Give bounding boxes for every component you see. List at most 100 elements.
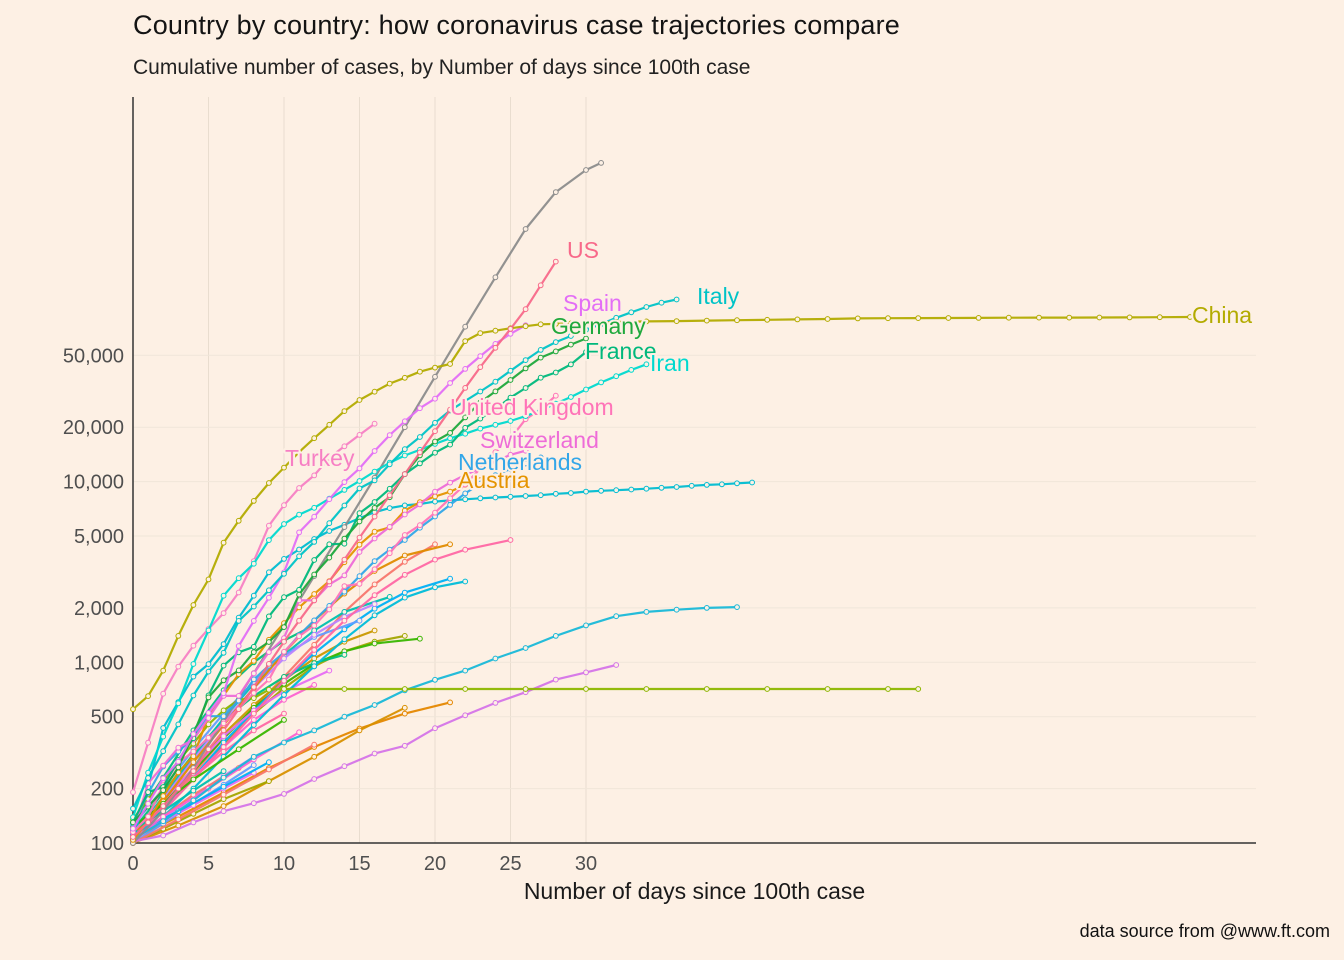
data-point	[311, 741, 318, 748]
data-point	[371, 468, 378, 475]
data-point	[235, 697, 242, 704]
data-point	[401, 589, 408, 596]
data-point	[507, 394, 514, 401]
data-point	[311, 682, 318, 688]
data-point	[462, 546, 469, 553]
data-point	[160, 818, 167, 825]
data-point	[371, 592, 378, 599]
data-point	[462, 366, 469, 372]
data-point	[296, 633, 303, 640]
country-label-iran: Iran	[650, 350, 690, 376]
data-point	[583, 320, 589, 326]
data-point	[341, 487, 348, 493]
data-point	[552, 400, 559, 407]
data-point	[220, 744, 227, 750]
data-point	[628, 309, 635, 316]
data-point	[326, 455, 333, 461]
data-point	[432, 725, 438, 732]
country-label-switzerland: Switzerland	[480, 427, 599, 453]
data-point	[250, 695, 257, 701]
data-point	[266, 613, 272, 620]
data-point	[220, 539, 227, 546]
data-point	[552, 392, 559, 399]
data-point	[341, 572, 348, 579]
data-point	[266, 649, 272, 655]
data-point	[175, 663, 182, 670]
data-point	[537, 354, 544, 361]
data-point	[447, 441, 454, 448]
data-point	[522, 460, 529, 467]
data-point	[477, 399, 484, 406]
data-point	[719, 481, 725, 488]
y-tick-label: 500	[91, 707, 124, 729]
data-point	[522, 385, 529, 391]
data-point	[492, 472, 499, 479]
data-point	[401, 511, 408, 518]
data-point	[281, 594, 287, 601]
data-point	[432, 438, 438, 445]
x-tick-label: 25	[499, 853, 521, 875]
data-point	[734, 480, 740, 487]
data-point	[356, 478, 363, 484]
data-point	[281, 739, 287, 746]
data-point	[432, 428, 438, 435]
data-point	[583, 669, 589, 676]
country-label-spain: Spain	[563, 290, 622, 316]
data-point	[568, 320, 574, 327]
data-point	[432, 395, 438, 402]
data-point	[658, 299, 665, 306]
data-point	[598, 487, 604, 494]
data-point	[492, 458, 499, 465]
data-point	[507, 435, 514, 442]
data-point	[160, 787, 167, 794]
data-point	[220, 768, 227, 774]
data-point	[643, 361, 650, 368]
data-point	[281, 570, 287, 577]
data-point	[326, 421, 333, 428]
data-point	[824, 316, 831, 322]
data-point	[250, 592, 257, 599]
data-point	[250, 722, 257, 728]
data-point	[401, 704, 408, 711]
data-point	[568, 361, 574, 368]
data-point	[190, 642, 197, 649]
data-point	[130, 819, 136, 826]
data-point	[266, 537, 272, 543]
data-point	[598, 379, 604, 386]
data-point	[341, 556, 348, 563]
data-point	[250, 753, 257, 760]
data-point	[250, 717, 257, 723]
data-point	[160, 793, 167, 799]
data-point	[1066, 314, 1073, 321]
data-point	[552, 369, 559, 376]
data-point	[401, 502, 408, 509]
data-point	[507, 451, 514, 458]
x-tick-label: 0	[127, 853, 138, 875]
data-point	[356, 617, 363, 624]
data-point	[432, 498, 438, 505]
data-point	[190, 759, 197, 766]
data-point	[477, 425, 484, 432]
data-point	[537, 407, 544, 414]
data-point	[568, 490, 574, 496]
data-point	[371, 420, 378, 427]
data-point	[477, 480, 484, 487]
data-point	[341, 609, 348, 615]
data-point	[341, 583, 348, 589]
data-point	[447, 699, 454, 706]
data-point	[326, 520, 333, 527]
data-point	[522, 686, 529, 692]
y-tick-label: 100	[91, 833, 124, 855]
data-point	[507, 367, 514, 374]
data-point	[311, 597, 318, 604]
data-point	[371, 627, 378, 634]
data-point	[386, 485, 393, 492]
data-point	[220, 720, 227, 727]
data-point	[296, 449, 303, 456]
country-label-netherlands: Netherlands	[458, 449, 582, 475]
country-label-united-kingdom: United Kingdom	[450, 394, 614, 420]
data-point	[371, 535, 378, 542]
data-point	[250, 603, 257, 610]
data-point	[386, 524, 393, 530]
data-point	[190, 753, 197, 760]
